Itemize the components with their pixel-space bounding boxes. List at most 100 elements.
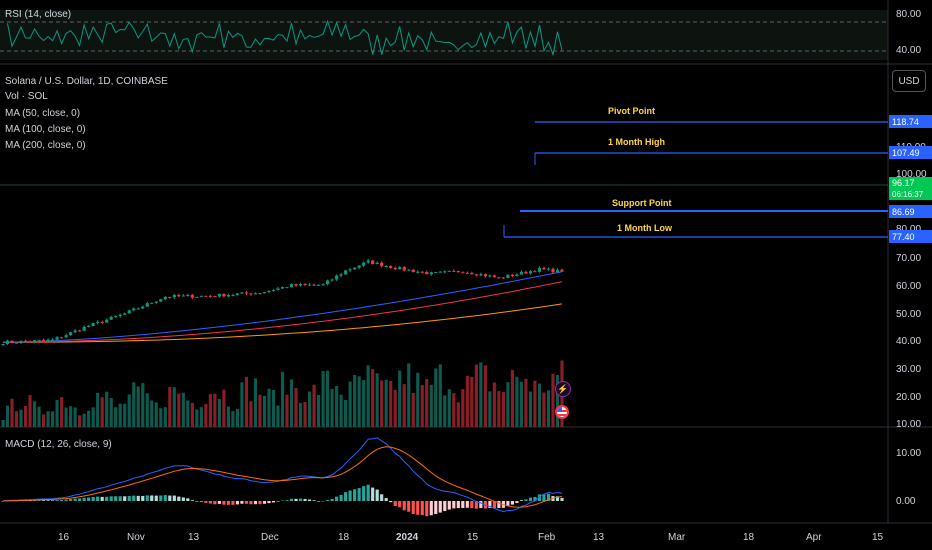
volume-bar [524, 378, 528, 427]
candle [235, 292, 239, 296]
macd-hist-bar [64, 499, 68, 501]
candle [344, 269, 348, 276]
macd-hist-bar [402, 501, 406, 511]
price-tick: 50.00 [896, 309, 921, 320]
legend-volume[interactable]: Vol · SOL [5, 91, 48, 102]
macd-hist-bar [298, 498, 303, 501]
volume-bar [411, 392, 415, 427]
candle [411, 268, 415, 273]
macd-hist-bar [217, 501, 221, 504]
candle [114, 315, 118, 318]
candle [258, 292, 262, 295]
candle [1, 343, 5, 347]
volume-bar [326, 370, 330, 427]
candle [384, 265, 388, 268]
volume-bar [537, 383, 542, 427]
macd-hist-bar [51, 500, 55, 501]
time-tick: 2024 [396, 532, 419, 543]
macd-hist-bar [425, 501, 429, 517]
volume-bar [357, 376, 361, 427]
candle [362, 261, 366, 267]
macd-hist-bar [195, 501, 199, 502]
rsi-band [0, 10, 888, 60]
candle [136, 307, 140, 310]
volume-bar [316, 395, 321, 427]
macd-hist-bar [316, 501, 321, 502]
volume-bar [73, 407, 77, 427]
volume-bar [37, 406, 41, 427]
volume-bar [384, 379, 388, 427]
macd-tick-10: 10.00 [896, 448, 921, 459]
candle [145, 301, 149, 307]
candle [551, 267, 555, 274]
macd-hist-bar [389, 501, 393, 503]
candle [492, 274, 496, 278]
candle [366, 258, 370, 264]
macd-hist-bar [240, 501, 244, 504]
macd-hist-bar [100, 496, 104, 501]
lightning-icon[interactable]: ⚡ [555, 381, 571, 397]
macd-hist-bar [267, 501, 271, 504]
macd-hist-bar [46, 500, 50, 501]
candle [231, 293, 235, 297]
volume-bar [465, 375, 469, 427]
candle [253, 292, 258, 295]
currency-button[interactable]: USD [892, 70, 926, 92]
pivot-point-label: Pivot Point [608, 106, 655, 116]
candle [172, 293, 176, 299]
macd-hist-bar [73, 498, 77, 501]
macd-hist-bar [190, 500, 194, 501]
volume-bar [136, 386, 140, 427]
volume-bar [41, 414, 46, 427]
volume-bar [551, 373, 555, 427]
volume-bar [470, 376, 474, 427]
volume-bar [443, 395, 447, 427]
macd-hist-bar [497, 501, 501, 509]
legend-ma100[interactable]: MA (100, close, 0) [5, 124, 86, 135]
candle [69, 331, 73, 336]
volume-bar [55, 399, 59, 427]
volume-bar [515, 376, 519, 427]
candle [186, 293, 190, 297]
candle [555, 268, 560, 273]
volume-bar [5, 405, 10, 427]
volume-bar [339, 394, 343, 427]
candle [303, 283, 307, 287]
macd-hist-bar [326, 500, 330, 501]
volume-bar [100, 397, 104, 427]
macd-hist-bar [506, 501, 510, 506]
macd-hist-bar [357, 488, 361, 501]
candle [195, 296, 199, 298]
candle [474, 273, 478, 277]
candle [51, 338, 55, 342]
volume-bar [483, 365, 487, 427]
volume-bar [109, 398, 113, 427]
time-tick: 16 [58, 532, 70, 543]
macd-hist-bar [163, 495, 167, 501]
macd-hist-bar [172, 495, 176, 501]
macd-hist-bar [456, 501, 460, 509]
legend-ma50[interactable]: MA (50, close, 0) [5, 108, 81, 119]
macd-hist-bar [524, 499, 528, 501]
volume-bar [389, 380, 393, 427]
macd-hist-bar [262, 501, 267, 504]
candle [289, 283, 294, 288]
volume-bar [533, 380, 537, 427]
volume-bar [244, 376, 249, 427]
candle [64, 333, 68, 339]
macd-signal-line [2, 446, 563, 508]
volume-bar [195, 409, 199, 427]
legend-ma200[interactable]: MA (200, close, 0) [5, 140, 86, 151]
macd-hist-bar [222, 501, 226, 505]
volume-bar [69, 406, 73, 427]
chart-title[interactable]: Solana / U.S. Dollar, 1D, COINBASE [5, 76, 168, 87]
volume-bar [253, 378, 258, 427]
volume-bar [555, 374, 560, 427]
volume-bar [542, 392, 546, 427]
macd-hist-bar [407, 501, 411, 512]
us-flag-icon[interactable] [555, 405, 569, 419]
macd-hist-bar [244, 501, 249, 504]
volume-bar [163, 407, 167, 427]
price-tick: 10.00 [896, 419, 921, 430]
